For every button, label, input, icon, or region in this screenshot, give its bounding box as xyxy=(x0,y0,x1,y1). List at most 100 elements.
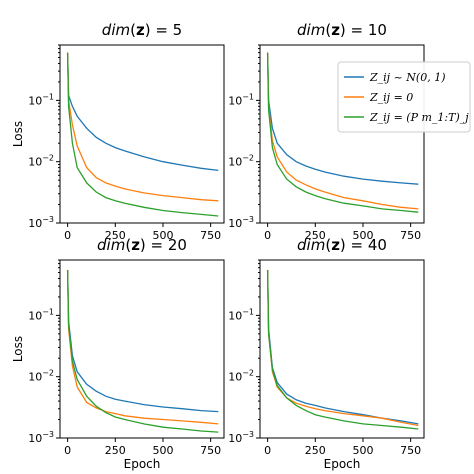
title-dim: dim xyxy=(297,21,325,39)
series-line-2 xyxy=(266,52,419,210)
x-tick-label: 750 xyxy=(400,229,421,242)
y-tick-exponent: −1 xyxy=(242,92,254,101)
x-tick-label: 750 xyxy=(200,444,221,457)
x-tick-label: 500 xyxy=(152,444,173,457)
y-tick-base: 10 xyxy=(228,371,242,384)
legend-box xyxy=(337,61,471,133)
legend-label-2: Z_ij = 0 xyxy=(369,91,413,104)
y-tick-exponent: −1 xyxy=(242,307,254,316)
panel-title: dim(z) = 40 xyxy=(297,236,387,254)
y-tick-label: 10−1 xyxy=(28,92,54,107)
y-tick-exponent: −3 xyxy=(242,215,254,224)
y-tick-base: 10 xyxy=(228,94,242,107)
legend-label-3: Z_ij = (P m_1:T)_j xyxy=(369,111,469,124)
title-rest: ) = 20 xyxy=(140,236,187,254)
x-tick-label: 500 xyxy=(352,444,373,457)
legend-label-1: Z_ij ~ N(0, 1) xyxy=(369,71,445,84)
series-line-3 xyxy=(266,52,419,213)
y-tick-exponent: −3 xyxy=(242,430,254,439)
series-line-2 xyxy=(266,269,419,427)
y-axis-label: Loss xyxy=(11,336,25,362)
x-tick-label: 250 xyxy=(305,229,326,242)
y-tick-base: 10 xyxy=(28,156,42,169)
y-tick-base: 10 xyxy=(28,94,42,107)
title-paren-open: ( xyxy=(325,21,331,39)
x-tick-label: 250 xyxy=(105,229,126,242)
panel-title: dim(z) = 20 xyxy=(97,236,187,254)
title-paren-open: ( xyxy=(125,236,131,254)
x-axis-label: Epoch xyxy=(324,457,361,471)
series-line-2 xyxy=(66,52,219,202)
title-rest: ) = 10 xyxy=(340,21,387,39)
panel-3: dim(z) = 200 250 500 75010−110−210−3LossEpo… xyxy=(11,236,225,471)
title-z: z xyxy=(131,236,140,254)
panel-title: dim(z) = 5 xyxy=(102,21,182,39)
title-rest: ) = 40 xyxy=(340,236,387,254)
series-line-3 xyxy=(266,269,419,430)
title-paren-open: ( xyxy=(130,21,136,39)
title-paren-open: ( xyxy=(325,236,331,254)
y-tick-exponent: −2 xyxy=(42,154,54,163)
plot-frame xyxy=(259,259,425,439)
x-axis-label: Epoch xyxy=(124,457,161,471)
y-tick-exponent: −3 xyxy=(42,215,54,224)
y-tick-label: 10−2 xyxy=(28,369,54,384)
y-tick-label: 10−2 xyxy=(228,369,254,384)
y-tick-base: 10 xyxy=(228,432,242,445)
y-tick-label: 10−1 xyxy=(28,307,54,322)
y-tick-label: 10−2 xyxy=(28,154,54,169)
y-tick-label: 10−1 xyxy=(228,92,254,107)
plot-frame xyxy=(259,44,425,224)
y-tick-exponent: −2 xyxy=(242,154,254,163)
series-line-3 xyxy=(66,269,219,433)
y-tick-label: 10−3 xyxy=(228,215,254,230)
x-tick-label: 500 xyxy=(352,229,373,242)
y-tick-label: 10−3 xyxy=(228,430,254,445)
y-tick-label: 10−3 xyxy=(28,215,54,230)
title-dim: dim xyxy=(102,21,130,39)
y-tick-base: 10 xyxy=(28,309,42,322)
plot-frame xyxy=(59,44,225,224)
series-line-1 xyxy=(66,269,219,413)
x-tick-label: 250 xyxy=(305,444,326,457)
series-line-1 xyxy=(66,52,219,172)
legend: Z_ij ~ N(0, 1) Z_ij = 0 Z_ij = (P m_1:T)_j xyxy=(337,61,471,133)
y-tick-exponent: −1 xyxy=(42,307,54,316)
title-dim: dim xyxy=(97,236,125,254)
x-tick-label: 750 xyxy=(200,229,221,242)
y-tick-base: 10 xyxy=(28,432,42,445)
plot-frame xyxy=(59,259,225,439)
y-tick-label: 10−1 xyxy=(228,307,254,322)
y-tick-exponent: −2 xyxy=(42,369,54,378)
x-tick-label: 0 xyxy=(64,444,71,457)
y-tick-base: 10 xyxy=(228,156,242,169)
y-tick-label: 10−3 xyxy=(28,430,54,445)
y-tick-base: 10 xyxy=(28,371,42,384)
x-tick-label: 0 xyxy=(64,229,71,242)
series-line-2 xyxy=(66,269,219,425)
x-tick-label: 0 xyxy=(264,229,271,242)
title-z: z xyxy=(331,236,340,254)
series-line-3 xyxy=(66,52,219,217)
title-z: z xyxy=(136,21,145,39)
y-tick-base: 10 xyxy=(228,309,242,322)
title-dim: dim xyxy=(297,236,325,254)
title-rest: ) = 5 xyxy=(145,21,183,39)
x-tick-label: 750 xyxy=(400,444,421,457)
y-tick-base: 10 xyxy=(228,217,242,230)
title-z: z xyxy=(331,21,340,39)
y-tick-exponent: −3 xyxy=(42,430,54,439)
panel-title: dim(z) = 10 xyxy=(297,21,387,39)
y-tick-exponent: −1 xyxy=(42,92,54,101)
x-tick-label: 0 xyxy=(264,444,271,457)
series-line-1 xyxy=(266,52,419,185)
y-axis-label: Loss xyxy=(11,121,25,147)
x-tick-label: 500 xyxy=(152,229,173,242)
y-tick-exponent: −2 xyxy=(242,369,254,378)
y-tick-label: 10−2 xyxy=(228,154,254,169)
x-tick-label: 250 xyxy=(105,444,126,457)
